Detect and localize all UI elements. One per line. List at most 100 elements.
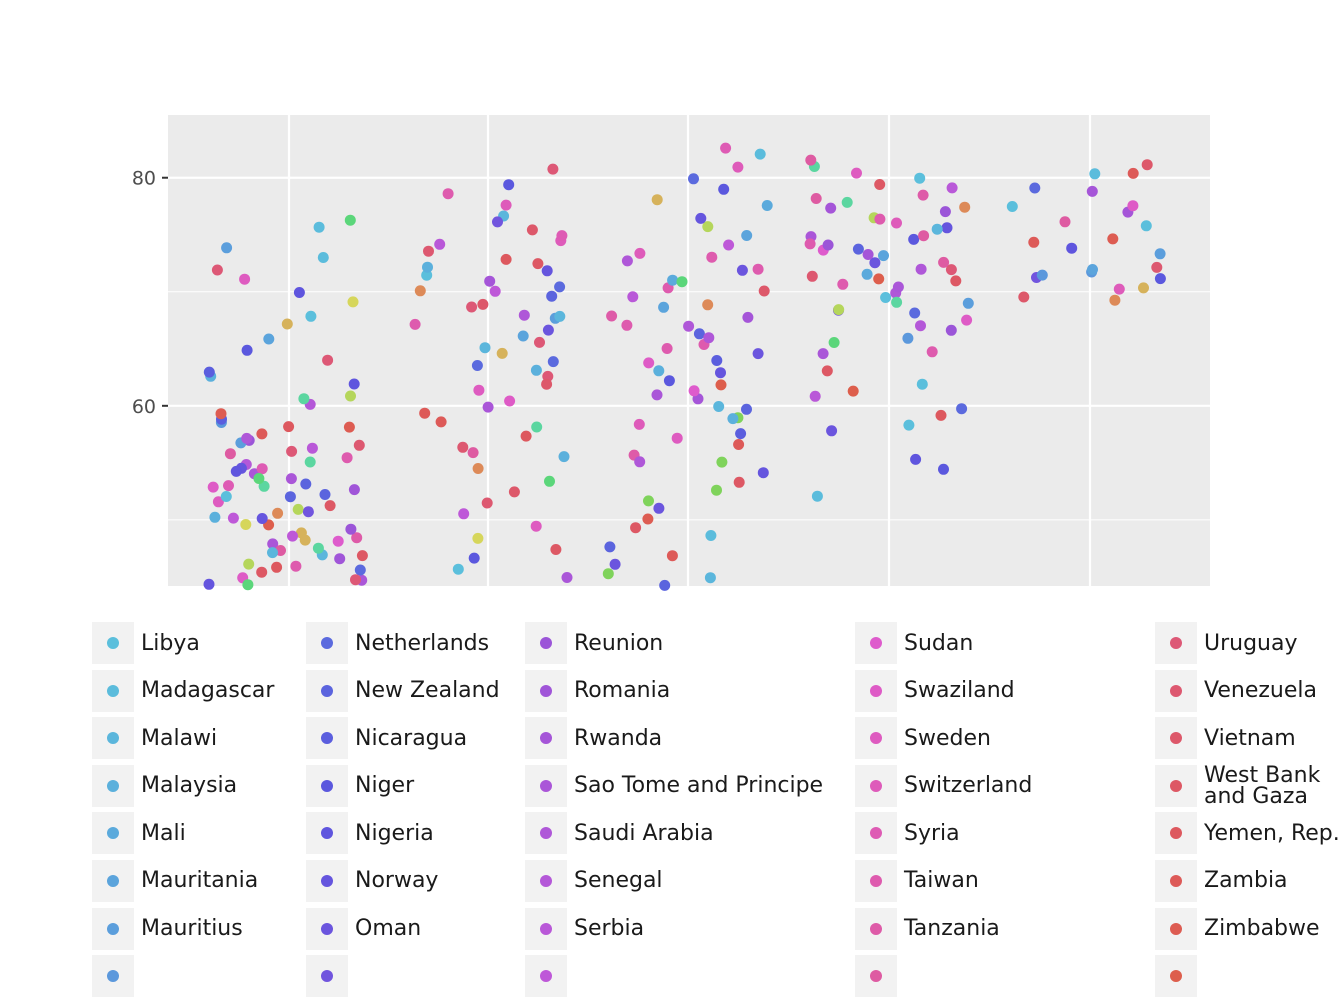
data-point [473,384,485,396]
legend-dot-icon [107,779,119,792]
data-point [945,324,957,336]
data-point [530,364,542,376]
data-point [718,183,730,195]
data-point [356,550,368,562]
data-point [345,390,356,402]
data-point [711,484,722,496]
data-point [434,238,446,250]
data-point [736,264,748,276]
data-point [293,287,305,298]
legend-dot-icon [321,970,333,983]
legend-dot-icon [540,779,552,792]
data-point [663,375,675,387]
data-point [351,532,363,544]
data-point [227,512,239,524]
data-point [230,465,242,477]
data-point [653,502,665,514]
data-point [319,489,331,500]
data-point [817,348,829,360]
data-point [671,432,683,444]
legend-label: Serbia [574,916,645,942]
legend-key [92,669,134,712]
data-point [472,463,484,474]
data-point [348,378,360,390]
legend-label: Sao Tome and Principe [574,773,824,799]
data-point [353,439,365,451]
data-point [518,309,530,321]
legend-key [92,859,134,902]
data-point [946,182,958,194]
legend-key [855,812,897,855]
legend-label: Nicaragua [355,725,468,751]
legend-label: Zimbabwe [1204,916,1320,942]
data-point [695,212,707,224]
data-point [421,269,433,281]
legend-label: Netherlands [355,630,490,656]
legend-label: Saudi Arabia [574,820,714,846]
data-point [285,473,297,485]
data-point [550,544,562,555]
data-point [1066,242,1078,254]
data-point [215,408,227,420]
data-point [239,273,251,285]
data-point [243,558,255,570]
data-point [1018,291,1030,303]
legend-label: Norway [355,868,439,894]
data-point [212,496,224,508]
data-point [742,311,754,323]
data-point [344,214,356,226]
data-point [324,500,336,512]
data-point [931,223,943,235]
data-point [667,274,679,286]
data-point [651,389,663,401]
data-point [916,378,928,390]
data-point [299,534,311,546]
legend-label: Mauritania [141,868,259,894]
legend-key [525,669,567,712]
data-point [878,250,889,262]
data-point [224,448,236,460]
legend-key [1155,764,1197,807]
legend-dot-icon [1170,684,1182,697]
data-point [414,285,426,297]
data-point [345,523,357,535]
data-point [908,233,920,245]
legend-key [855,669,897,712]
legend-dot-icon [107,827,119,840]
legend-dot-icon [540,637,552,649]
data-point [676,276,688,288]
legend-dot-icon [321,779,333,792]
data-point [706,251,718,263]
legend-key [525,717,567,760]
data-point [1006,201,1018,212]
data-point [630,522,642,534]
data-point [758,285,770,297]
data-point [348,484,360,496]
legend-label: Uruguay [1204,630,1298,656]
data-point [203,366,215,378]
data-point [806,270,818,282]
data-point [492,216,503,228]
legend-dot-icon [540,922,552,935]
legend-key [855,907,897,950]
data-point [241,432,253,444]
data-point [203,578,215,590]
data-point [1089,168,1101,180]
data-point [312,542,324,554]
legend-dot-icon [870,684,882,697]
legend-key [306,669,348,712]
legend-dot-icon [107,922,119,935]
data-point [666,550,678,562]
data-point [702,299,714,311]
legend-dot-icon [1170,922,1182,935]
data-point [1113,283,1125,295]
data-point [915,320,926,332]
data-point [715,367,726,379]
data-point [556,230,568,242]
legend-label: Libya [141,630,200,656]
data-point [256,513,268,524]
data-point [354,564,366,576]
legend-key [306,955,348,998]
legend-label [1204,955,1342,997]
legend-dot-icon [321,684,333,697]
